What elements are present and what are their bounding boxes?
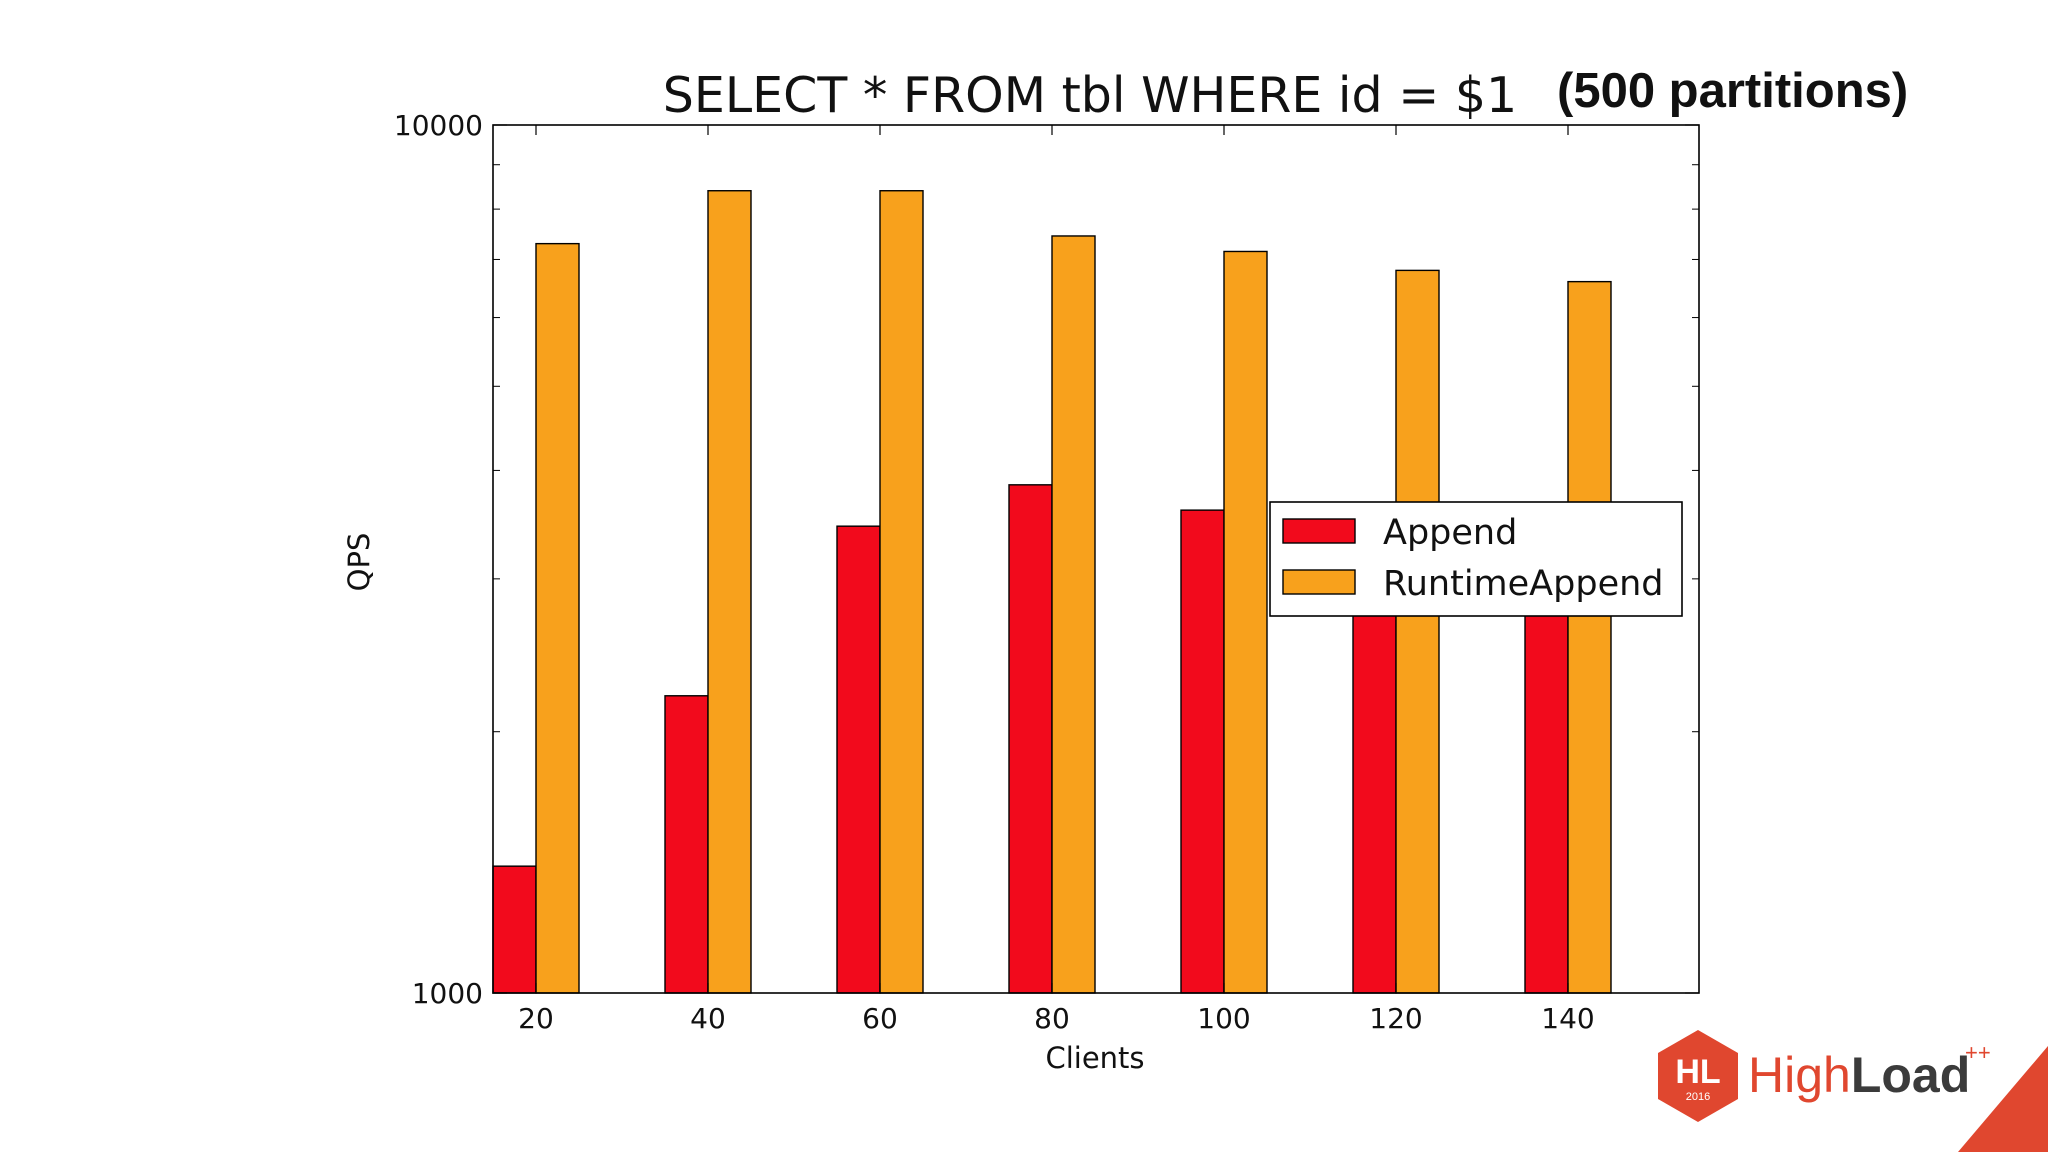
bar-append-120 (1352, 565, 1397, 994)
highload-wordmark: HighLoad (1748, 1047, 1970, 1103)
bar-runtimeappend-100 (1223, 250, 1268, 994)
legend-label-runtimeappend: RuntimeAppend (1383, 564, 1664, 604)
brand-light: High (1748, 1047, 1851, 1103)
y-tick-label-1000: 1000 (412, 977, 483, 1010)
y-tick-label-10000: 10000 (394, 109, 483, 142)
bar-append-60 (836, 525, 881, 994)
hl-logo-badge: HL (1675, 1053, 1720, 1091)
legend-swatch-append (1282, 518, 1356, 544)
chart-title: SELECT * FROM tbl WHERE id = $1 (663, 67, 1517, 124)
x-tick-label-100: 100 (1197, 1002, 1250, 1035)
bar-append-80 (1008, 484, 1053, 994)
bar-append-20 (492, 865, 537, 994)
x-tick-label-140: 140 (1541, 1002, 1594, 1035)
bars-layer (492, 190, 1612, 994)
legend: Append RuntimeAppend (1269, 501, 1683, 617)
ticks-layer: 20 40 60 80 100 120 140 1000 10000 (394, 109, 1699, 1035)
bar-runtimeappend-40 (707, 190, 752, 994)
bar-append-140 (1524, 604, 1569, 994)
bar-runtimeappend-60 (879, 190, 924, 994)
legend-label-append: Append (1383, 513, 1517, 553)
hl-logo-hexagon (1658, 1030, 1738, 1122)
bar-runtimeappend-20 (535, 242, 580, 994)
y-axis-label: QPS (342, 533, 376, 592)
chart-subtitle: (500 partitions) (1557, 64, 1908, 118)
x-tick-label-120: 120 (1369, 1002, 1422, 1035)
brand-superscript: ++ (1965, 1040, 1991, 1065)
bar-runtimeappend-140 (1567, 280, 1612, 994)
hl-logo-year: 2016 (1686, 1091, 1710, 1103)
x-tick-label-60: 60 (862, 1002, 898, 1035)
bar-runtimeappend-120 (1395, 269, 1440, 994)
x-tick-label-40: 40 (690, 1002, 726, 1035)
highload-branding: HL 2016 HighLoad ++ (1658, 1030, 2048, 1152)
legend-swatch-runtimeappend (1282, 569, 1356, 595)
bar-runtimeappend-80 (1051, 235, 1096, 994)
x-tick-label-20: 20 (518, 1002, 554, 1035)
x-tick-label-80: 80 (1034, 1002, 1070, 1035)
brand-bold: Load (1851, 1047, 1970, 1103)
bar-append-40 (664, 695, 709, 994)
bar-append-100 (1180, 509, 1225, 994)
corner-accent (1958, 1046, 2048, 1152)
x-axis-label: Clients (1045, 1041, 1144, 1075)
plot-frame (492, 124, 1700, 994)
